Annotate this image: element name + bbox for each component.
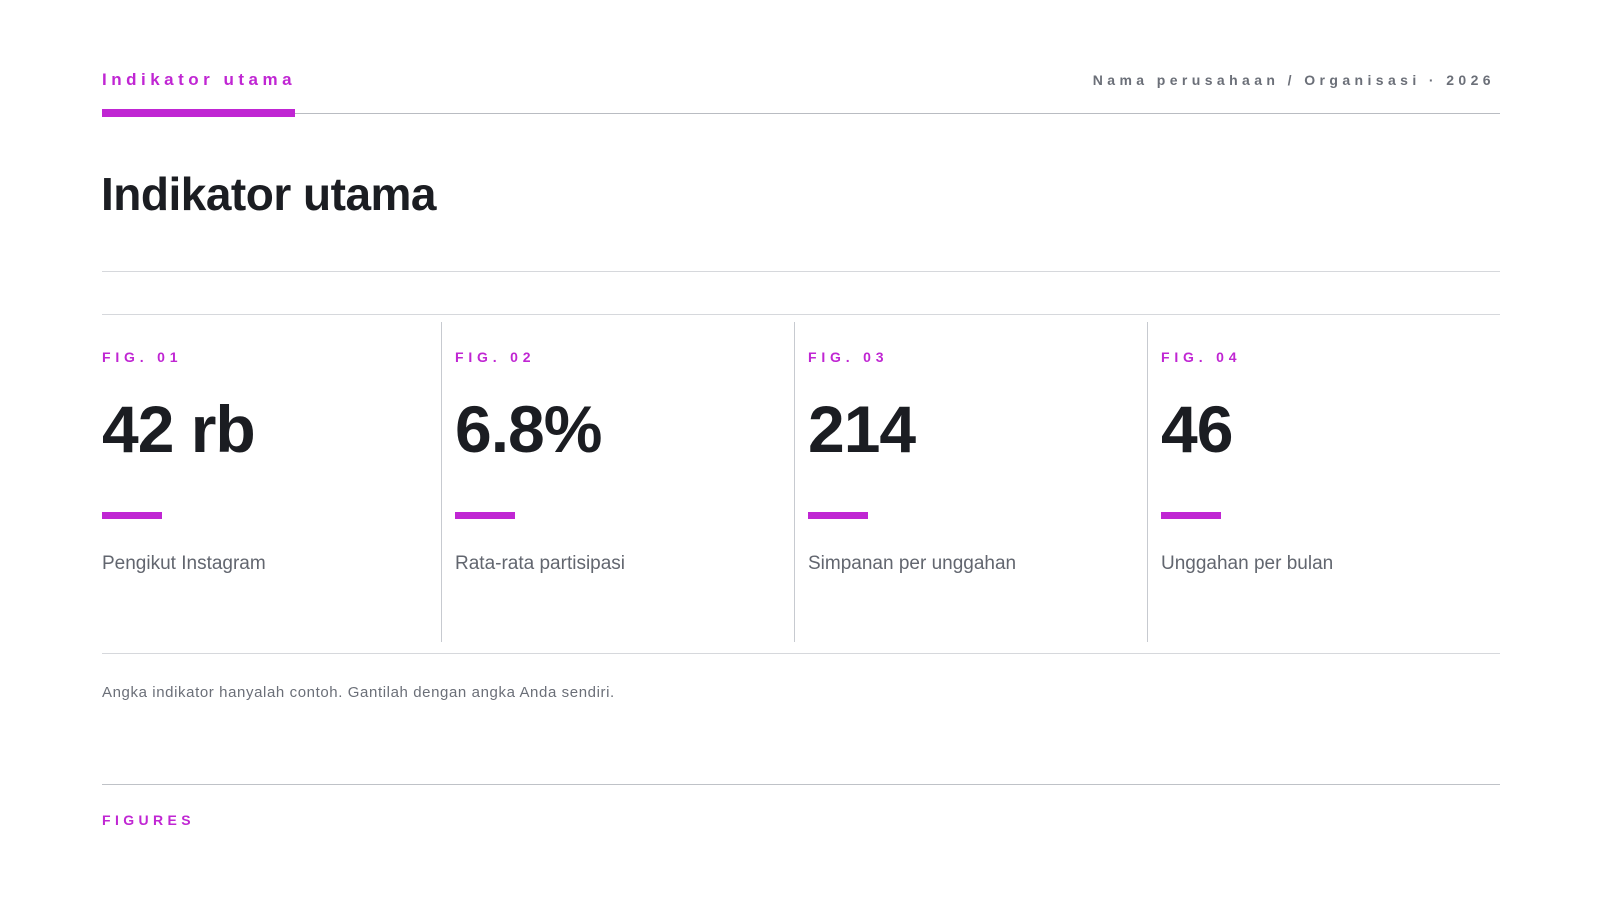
kpi-value: 6.8% — [455, 392, 602, 466]
kpi-card-instagram-followers: FIG. 01 42 rb Pengikut Instagram — [102, 322, 441, 642]
kpi-accent-bar — [102, 512, 162, 519]
kpi-fig-number: FIG. 04 — [1161, 349, 1242, 365]
kpi-fig-number: FIG. 01 — [102, 349, 183, 365]
kpi-fig-number: FIG. 03 — [808, 349, 889, 365]
divider-top — [102, 271, 1500, 272]
kpi-card-engagement-rate: FIG. 02 6.8% Rata-rata partisipasi — [441, 322, 794, 642]
footer-label: FIGURES — [102, 812, 196, 828]
divider-kpi-bottom — [102, 653, 1500, 654]
footer-divider — [102, 784, 1500, 785]
kpi-value: 214 — [808, 392, 916, 466]
kpi-fig-number: FIG. 02 — [455, 349, 536, 365]
page-title: Indikator utama — [101, 168, 437, 220]
kpi-card-posts-per-month: FIG. 04 46 Unggahan per bulan — [1147, 322, 1500, 642]
kpi-label: Pengikut Instagram — [102, 553, 266, 574]
kpi-value: 42 rb — [102, 392, 256, 466]
header-accent-bar — [102, 109, 295, 117]
kpi-card-saves-per-post: FIG. 03 214 Simpanan per unggahan — [794, 322, 1147, 642]
kpi-label: Simpanan per unggahan — [808, 553, 1017, 574]
footnote: Angka indikator hanyalah contoh. Gantila… — [102, 684, 615, 701]
organization-meta: Nama perusahaan / Organisasi · 2026 — [1092, 72, 1495, 88]
header-divider — [102, 113, 1500, 114]
kpi-label: Unggahan per bulan — [1161, 553, 1334, 574]
section-label: Indikator utama — [102, 70, 297, 89]
kpi-accent-bar — [1161, 512, 1221, 519]
kpi-value: 46 — [1161, 392, 1233, 466]
kpi-label: Rata-rata partisipasi — [455, 553, 626, 574]
divider-kpi-top — [102, 314, 1500, 315]
kpi-accent-bar — [808, 512, 868, 519]
kpi-accent-bar — [455, 512, 515, 519]
kpi-grid: FIG. 01 42 rb Pengikut Instagram FIG. 02… — [102, 322, 1500, 642]
